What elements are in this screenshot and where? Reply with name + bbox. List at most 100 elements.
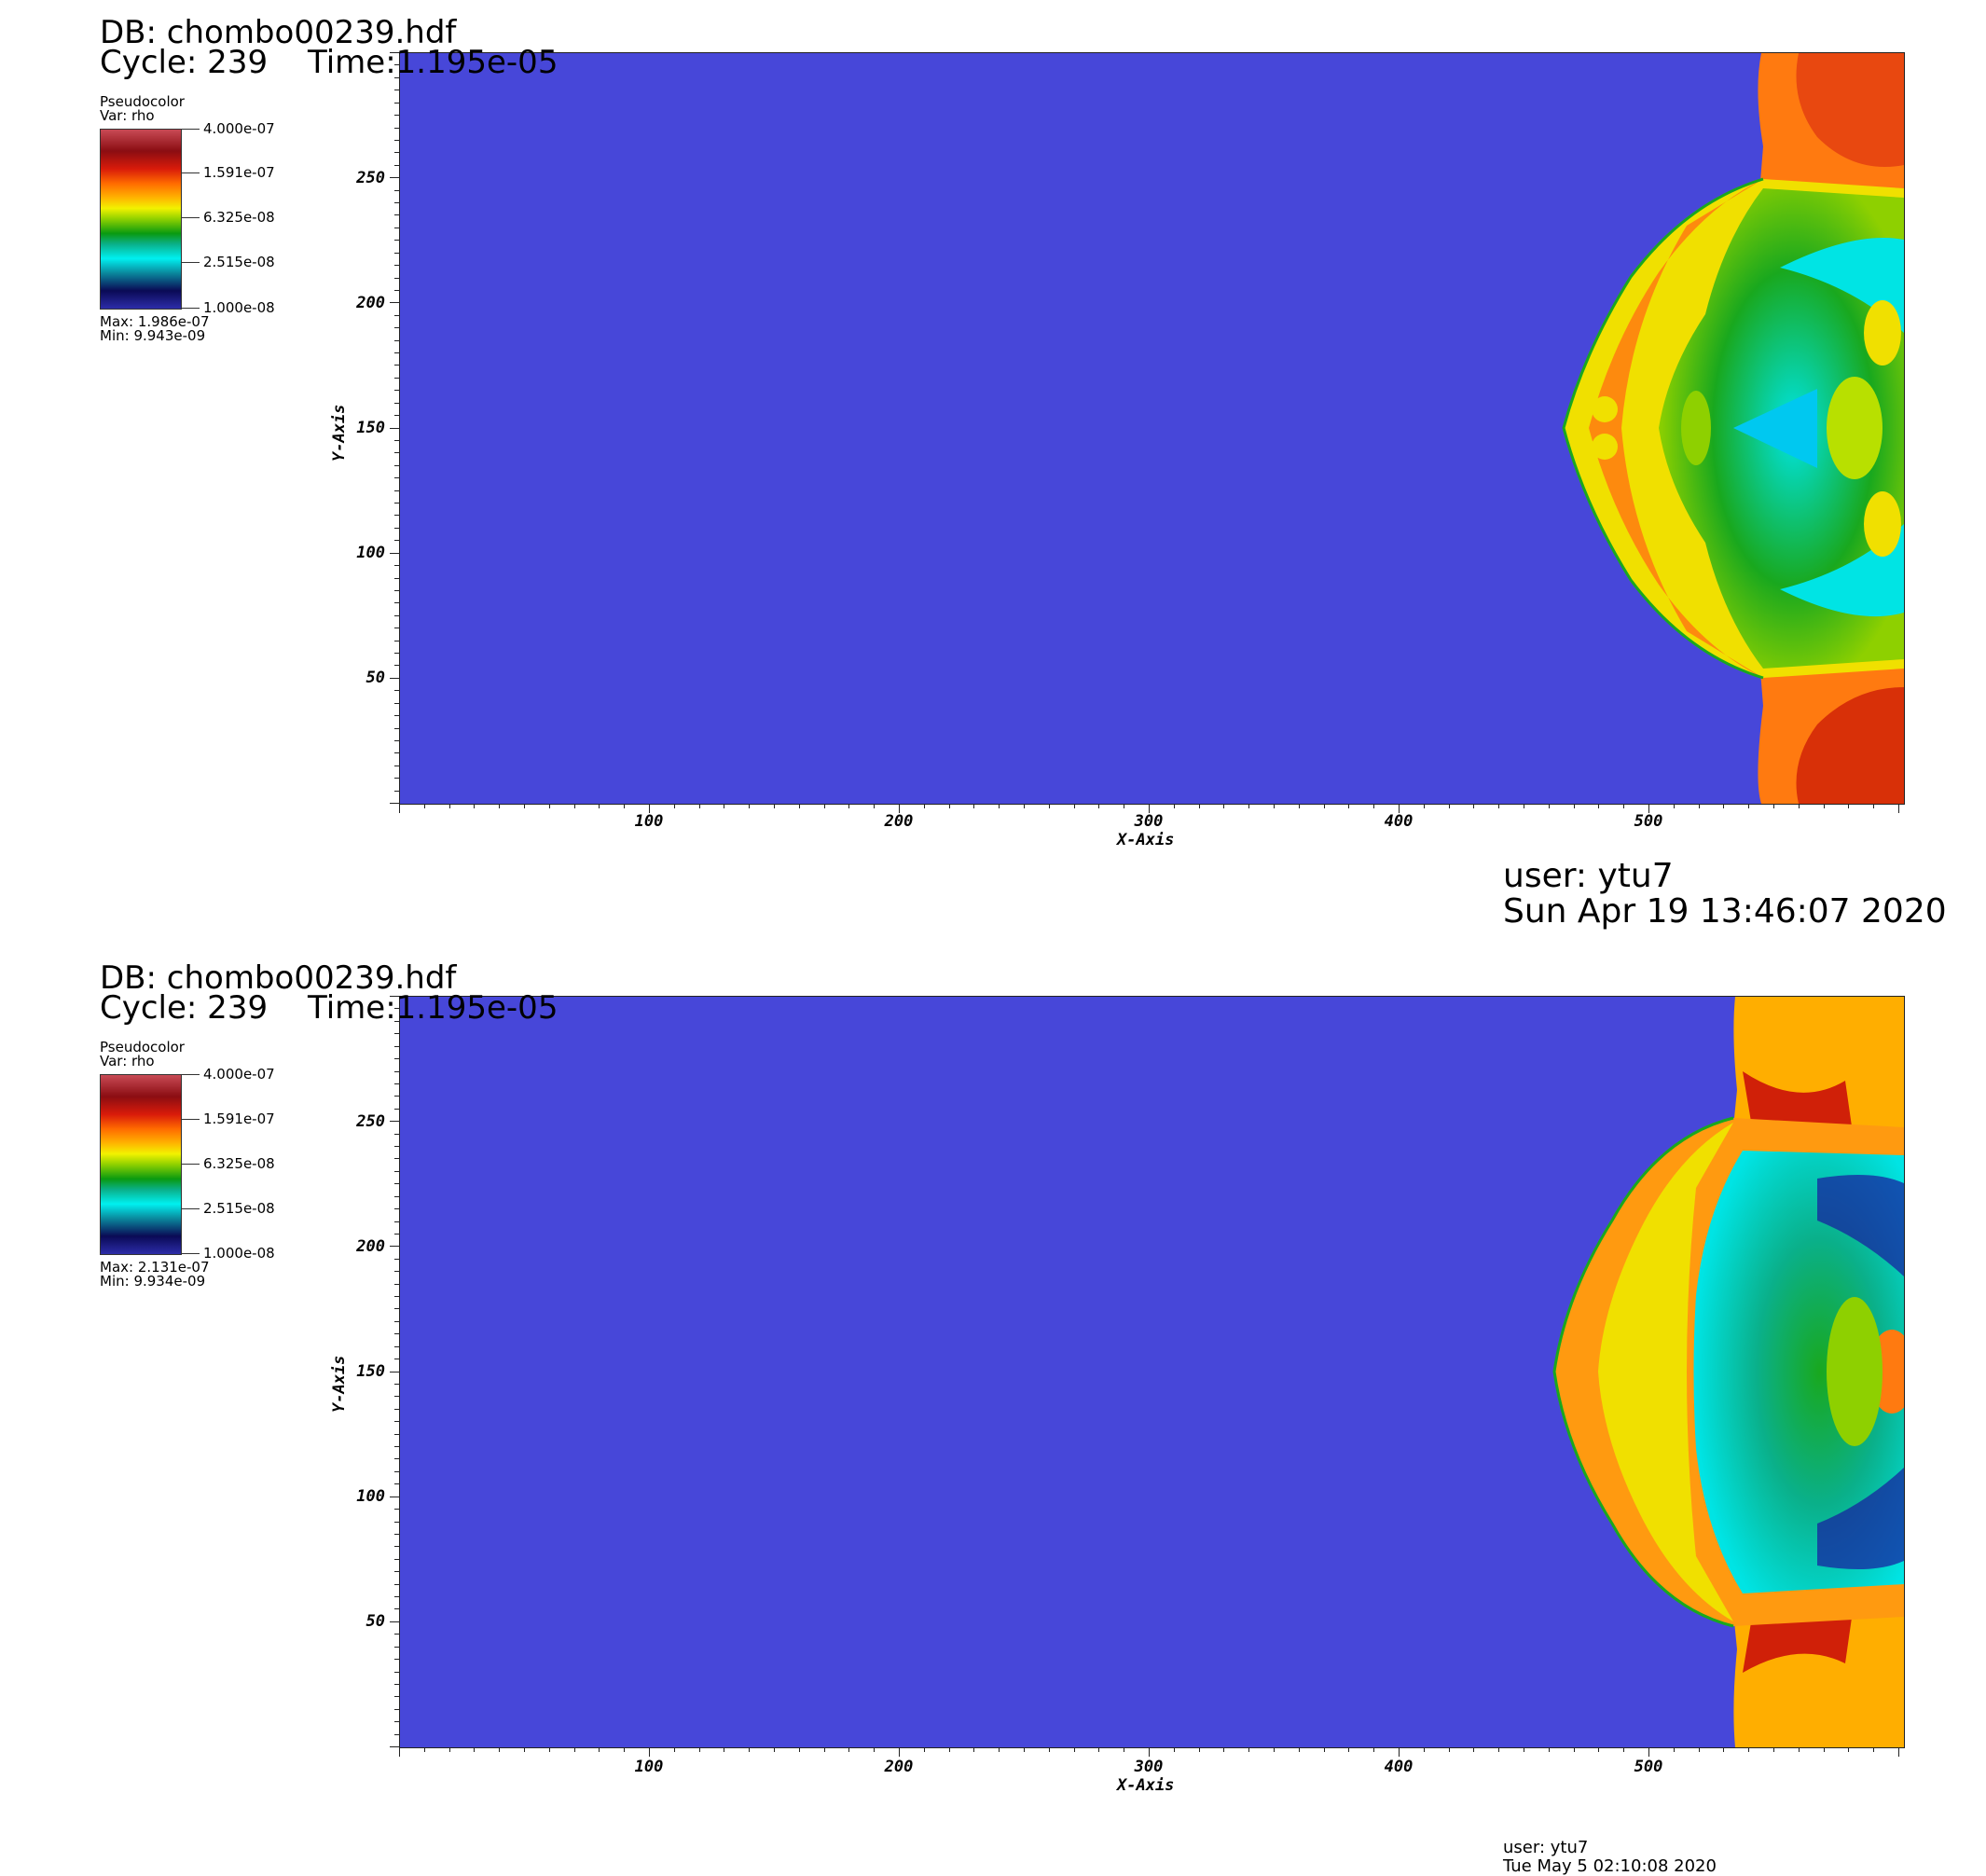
x-minor-tick <box>1873 804 1875 808</box>
y-minor-tick <box>394 214 399 216</box>
x-minor-tick <box>1448 804 1450 808</box>
x-minor-tick <box>1548 1747 1550 1752</box>
x-minor-tick <box>823 804 825 808</box>
x-minor-tick <box>848 1747 850 1752</box>
y-minor-tick <box>394 1533 399 1535</box>
x-minor-tick <box>1598 1747 1600 1752</box>
x-minor-tick <box>1348 804 1350 808</box>
x-minor-tick <box>448 1747 450 1752</box>
y-minor-tick <box>394 1308 399 1310</box>
y-minor-tick <box>394 189 399 191</box>
x-minor-tick <box>1298 1747 1300 1752</box>
colorbar-tick-label: 1.000e-08 <box>203 1245 275 1262</box>
x-minor-tick <box>1773 804 1774 808</box>
x-minor-tick <box>1373 804 1375 808</box>
x-minor-tick <box>1048 804 1050 808</box>
x-minor-tick <box>749 804 751 808</box>
x-minor-tick <box>1748 804 1750 808</box>
x-minor-tick <box>899 804 900 813</box>
y-minor-tick <box>394 139 399 141</box>
y-minor-tick <box>394 1045 399 1047</box>
y-minor-tick <box>394 565 399 567</box>
user-label: user: ytu7 <box>1503 857 1674 895</box>
y-minor-tick <box>394 589 399 591</box>
x-minor-tick <box>798 1747 800 1752</box>
timestamp-label: Tue May 5 02:10:08 2020 <box>1503 1856 1717 1876</box>
y-minor-tick <box>394 1058 399 1060</box>
y-minor-tick <box>394 1258 399 1260</box>
y-minor-tick <box>394 1070 399 1072</box>
x-minor-tick <box>1399 804 1400 813</box>
y-minor-tick <box>394 314 399 316</box>
x-minor-tick <box>1673 804 1675 808</box>
y-minor-tick <box>394 490 399 491</box>
y-minor-tick <box>390 302 399 304</box>
x-tick-label: 200 <box>884 812 914 831</box>
y-minor-tick <box>394 752 399 754</box>
colorbar-tick <box>181 129 200 130</box>
y-minor-tick <box>394 1571 399 1573</box>
x-minor-tick <box>1248 804 1250 808</box>
colorbar-tick-label: 1.591e-07 <box>203 164 275 181</box>
x-minor-tick <box>1598 804 1600 808</box>
x-minor-tick <box>1748 1747 1750 1752</box>
y-minor-tick <box>394 464 399 466</box>
y-minor-tick <box>394 1158 399 1160</box>
y-minor-tick <box>394 1083 399 1084</box>
y-minor-tick <box>394 1133 399 1135</box>
x-minor-tick <box>1373 1747 1375 1752</box>
density-pseudocolor-plot <box>399 52 1905 805</box>
x-minor-tick <box>1573 1747 1575 1752</box>
y-minor-tick <box>394 352 399 353</box>
time-label: Time:1.195e-05 <box>308 989 559 1027</box>
x-minor-tick <box>499 804 501 808</box>
legend-plot-type: Pseudocolor <box>100 93 185 110</box>
y-minor-tick <box>394 1108 399 1110</box>
y-minor-tick <box>394 1558 399 1560</box>
y-minor-tick <box>390 427 399 429</box>
y-minor-tick <box>394 1296 399 1297</box>
x-minor-tick <box>474 804 476 808</box>
y-minor-tick <box>394 1421 399 1423</box>
x-minor-tick <box>1173 804 1175 808</box>
x-minor-tick <box>1248 1747 1250 1752</box>
x-tick-label: 400 <box>1384 812 1414 831</box>
visit-plot-panel-bottom: DB: chombo00239.hdf Cycle: 239 Time:1.19… <box>0 942 1986 1876</box>
colorbar <box>100 1074 182 1255</box>
x-minor-tick <box>948 1747 950 1752</box>
density-field-image <box>400 53 1904 804</box>
y-minor-tick <box>394 1208 399 1210</box>
y-tick-label: 250 <box>356 1112 385 1131</box>
colorbar-tick <box>181 308 200 309</box>
y-minor-tick <box>394 115 399 117</box>
y-minor-tick <box>394 265 399 267</box>
y-minor-tick <box>394 577 399 579</box>
x-minor-tick <box>1298 804 1300 808</box>
y-minor-tick <box>394 527 399 529</box>
y-minor-tick <box>394 727 399 729</box>
y-minor-tick <box>394 702 399 704</box>
y-tick-label: 100 <box>356 544 385 562</box>
x-minor-tick <box>1399 1747 1400 1757</box>
y-minor-tick <box>394 1458 399 1460</box>
x-minor-tick <box>1498 1747 1500 1752</box>
x-minor-tick <box>1723 1747 1725 1752</box>
x-minor-tick <box>1623 804 1625 808</box>
x-minor-tick <box>599 804 600 808</box>
y-minor-tick <box>394 653 399 654</box>
x-minor-tick <box>1323 1747 1325 1752</box>
user-label: user: ytu7 <box>1503 1838 1589 1857</box>
colorbar-tick <box>181 1253 200 1254</box>
x-minor-tick <box>1848 1747 1850 1752</box>
y-minor-tick <box>394 790 399 792</box>
x-minor-tick <box>1098 1747 1100 1752</box>
y-minor-tick <box>394 1483 399 1485</box>
y-minor-tick <box>394 365 399 366</box>
x-minor-tick <box>1448 1747 1450 1752</box>
x-minor-tick <box>1073 804 1075 808</box>
y-minor-tick <box>394 1634 399 1635</box>
y-minor-tick <box>394 778 399 779</box>
density-field-image <box>400 997 1904 1747</box>
y-minor-tick <box>394 540 399 542</box>
x-minor-tick <box>1473 804 1475 808</box>
